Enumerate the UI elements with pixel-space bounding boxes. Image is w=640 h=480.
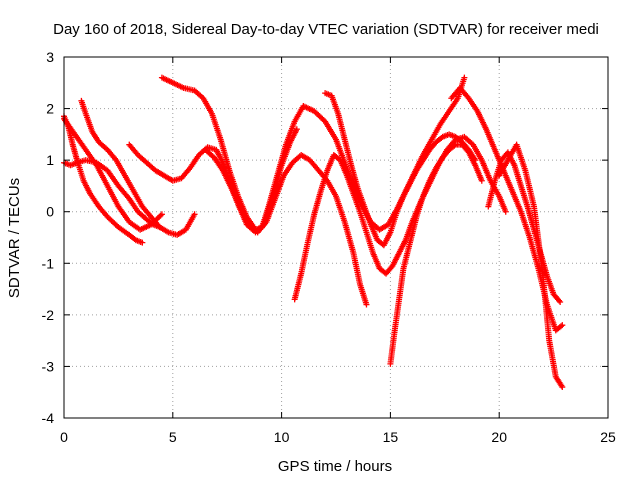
y-tick-label: 0 xyxy=(46,204,54,220)
series-s13 xyxy=(496,141,566,391)
y-axis: -4 -3 -2 -1 0 1 2 3 xyxy=(42,49,608,426)
series-s7 xyxy=(202,146,370,308)
data-point xyxy=(556,297,563,304)
data-point xyxy=(158,211,165,218)
data-point xyxy=(502,208,509,215)
x-axis-title: GPS time / hours xyxy=(278,458,392,475)
y-tick-label: -1 xyxy=(42,255,55,271)
y-tick-label: -4 xyxy=(42,410,55,426)
y-tick-label: 2 xyxy=(46,101,54,117)
data-point xyxy=(478,177,485,184)
data-point xyxy=(557,298,564,305)
series-s4 xyxy=(78,97,198,238)
x-tick-label: 15 xyxy=(383,429,399,445)
series-s3 xyxy=(61,115,165,233)
y-tick-label: 3 xyxy=(46,49,54,65)
data-point xyxy=(461,74,468,81)
y-tick-label: -2 xyxy=(42,307,55,323)
series-layer xyxy=(61,74,566,391)
plot-frame xyxy=(63,56,609,419)
series-s11 xyxy=(448,84,566,334)
x-tick-label: 5 xyxy=(169,429,177,445)
data-point xyxy=(191,211,198,218)
y-tick-label: -3 xyxy=(42,358,55,374)
chart-title: Day 160 of 2018, Sidereal Day-to-day VTE… xyxy=(53,21,599,38)
series-s10 xyxy=(387,141,485,367)
x-tick-label: 25 xyxy=(600,429,616,445)
x-axis: 0 5 10 15 20 25 xyxy=(60,57,616,445)
data-point xyxy=(363,301,370,308)
data-point xyxy=(557,323,564,330)
x-tick-label: 0 xyxy=(60,429,68,445)
data-point xyxy=(451,142,458,149)
y-tick-label: 1 xyxy=(46,152,54,168)
x-tick-label: 10 xyxy=(274,429,290,445)
data-point xyxy=(139,239,146,246)
data-point xyxy=(559,322,566,329)
y-axis-title: SDTVAR / TECUs xyxy=(6,178,23,298)
x-tick-label: 20 xyxy=(491,429,507,445)
data-point xyxy=(559,384,566,391)
